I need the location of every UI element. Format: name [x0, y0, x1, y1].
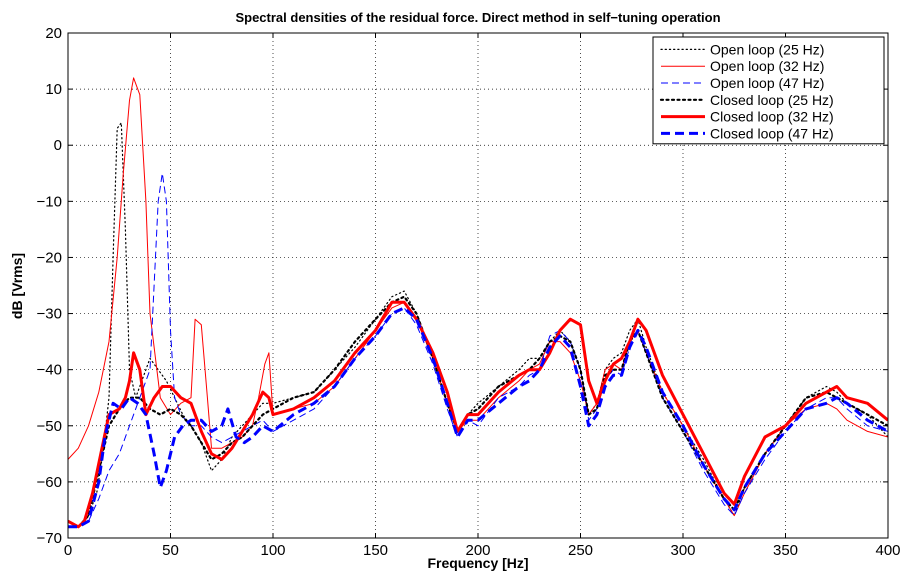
x-tick-labels: 0 50 100 150 200 250 300 350 400	[64, 542, 901, 559]
x-tick-label: 0	[64, 542, 72, 559]
x-tick-label: 250	[568, 542, 593, 559]
y-tick-label: −50	[37, 418, 62, 435]
y-tick-label: −40	[37, 362, 62, 379]
legend-box	[652, 36, 885, 145]
y-axis-label: dB [Vrms]	[9, 253, 25, 319]
x-tick-label: 300	[670, 542, 695, 559]
x-tick-label: 200	[465, 542, 490, 559]
y-tick-label: 20	[45, 25, 62, 42]
y-tick-label: −10	[37, 193, 62, 210]
y-tick-label: −60	[37, 474, 62, 491]
x-tick-label: 400	[875, 542, 900, 559]
y-tick-label: −70	[37, 530, 62, 547]
legend-label-5: Closed loop (32 Hz)	[710, 109, 834, 125]
legend-label-6: Closed loop (47 Hz)	[710, 125, 834, 141]
y-tick-label: 0	[54, 137, 62, 154]
legend-label-1: Open loop (25 Hz)	[710, 41, 824, 57]
series-line-5	[68, 300, 888, 529]
x-tick-label: 150	[363, 542, 388, 559]
legend: Open loop (25 Hz)Open loop (32 Hz)Open l…	[652, 36, 885, 145]
series-line-1	[68, 122, 888, 528]
y-tick-label: −20	[37, 249, 62, 266]
series-line-3	[68, 172, 888, 528]
y-tick-label: −30	[37, 306, 62, 323]
grid-lines	[68, 33, 888, 538]
legend-label-3: Open loop (47 Hz)	[710, 75, 824, 91]
y-tick-label: 10	[45, 81, 62, 98]
x-tick-label: 50	[162, 542, 179, 559]
x-axis-label: Frequency [Hz]	[427, 555, 528, 571]
x-tick-label: 100	[260, 542, 285, 559]
y-tick-labels: −70 −60 −50 −40 −30 −20 −10 0 10 20	[37, 25, 62, 547]
series-line-6	[68, 306, 888, 529]
legend-label-4: Closed loop (25 Hz)	[710, 92, 834, 108]
legend-label-2: Open loop (32 Hz)	[710, 58, 824, 74]
x-tick-label: 350	[773, 542, 798, 559]
series-layer	[68, 77, 888, 529]
chart-title: Spectral densities of the residual force…	[235, 10, 720, 25]
axis-ticks	[67, 32, 889, 539]
